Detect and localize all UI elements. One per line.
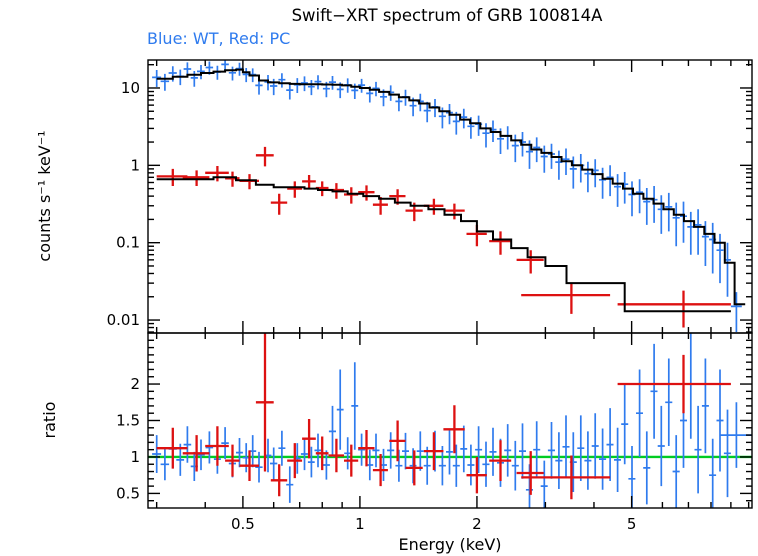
pc-ratio-points: [156, 333, 731, 500]
axes-frame: [147, 59, 753, 509]
wt-ratio-points: [152, 333, 752, 508]
top-panel-data: [152, 60, 746, 332]
svg-text:0.5: 0.5: [231, 515, 255, 533]
wt-spectrum-points: [152, 60, 742, 332]
svg-text:1.5: 1.5: [116, 412, 140, 430]
svg-text:1: 1: [130, 448, 140, 466]
svg-text:10: 10: [121, 79, 140, 97]
y-axis-label-ratio: ratio: [40, 402, 59, 439]
chart-subtitle: Blue: WT, Red: PC: [147, 29, 290, 48]
svg-text:1: 1: [355, 515, 365, 533]
svg-text:0.1: 0.1: [116, 234, 140, 252]
x-axis-label: Energy (keV): [398, 535, 501, 554]
svg-text:5: 5: [627, 515, 637, 533]
svg-text:2: 2: [472, 515, 482, 533]
svg-text:0.5: 0.5: [116, 484, 140, 502]
tick-labels: 0.5 1 2 5 10 1 0.1 0.01 0.5 1 1.5 2: [107, 79, 637, 533]
wt-model-line: [156, 68, 746, 306]
pc-model-line: [156, 176, 731, 313]
svg-text:0.01: 0.01: [107, 311, 140, 329]
y-axis-label-counts: counts s⁻¹ keV⁻¹: [35, 130, 54, 261]
ratio-panel-data: [148, 333, 752, 508]
svg-text:2: 2: [130, 375, 140, 393]
chart-title: Swift−XRT spectrum of GRB 100814A: [292, 6, 604, 25]
pc-spectrum-points: [156, 146, 731, 328]
svg-text:1: 1: [130, 156, 140, 174]
